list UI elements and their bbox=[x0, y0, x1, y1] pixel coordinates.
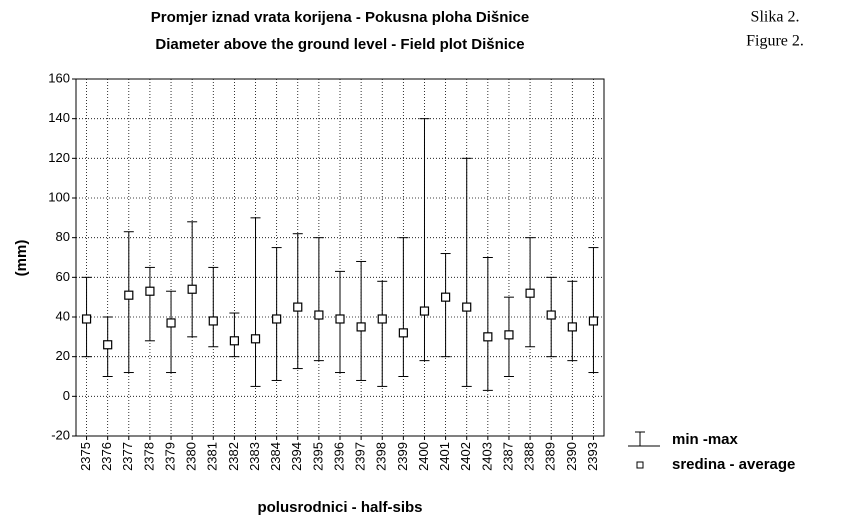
y-tick-label: 140 bbox=[48, 110, 70, 125]
x-tick-label: 2398 bbox=[374, 442, 389, 471]
x-tick-label: 2382 bbox=[226, 442, 241, 471]
mean-marker bbox=[546, 310, 556, 320]
mean-marker bbox=[187, 284, 197, 294]
mean-marker bbox=[398, 328, 408, 338]
mean-marker bbox=[356, 322, 366, 332]
x-tick-label: 2379 bbox=[162, 442, 177, 471]
x-tick-label: 2394 bbox=[289, 442, 304, 471]
mean-marker bbox=[335, 314, 345, 324]
mean-marker bbox=[567, 322, 577, 332]
x-tick-label: 2401 bbox=[437, 442, 452, 471]
x-tick-label: 2395 bbox=[310, 442, 325, 471]
mean-marker bbox=[293, 302, 303, 312]
y-tick-label: 40 bbox=[56, 308, 70, 323]
x-tick-label: 2396 bbox=[331, 442, 346, 471]
figure-label: Slika 2. bbox=[751, 9, 800, 26]
x-tick-label: 2383 bbox=[247, 442, 262, 471]
x-tick-label: 2380 bbox=[184, 442, 199, 471]
mean-marker bbox=[208, 316, 218, 326]
y-tick-label: 80 bbox=[56, 229, 70, 244]
mean-marker bbox=[377, 314, 387, 324]
x-tick-label: 2375 bbox=[78, 442, 93, 471]
mean-marker bbox=[272, 314, 282, 324]
legend-marker bbox=[636, 461, 644, 469]
mean-marker bbox=[314, 310, 324, 320]
mean-marker bbox=[250, 334, 261, 344]
figure-label: Figure 2. bbox=[746, 33, 804, 50]
y-axis-label: (mm) bbox=[13, 240, 30, 277]
y-tick-label: 100 bbox=[48, 189, 70, 204]
y-tick-label: 20 bbox=[56, 348, 70, 363]
x-tick-label: 2390 bbox=[564, 442, 579, 471]
y-tick-label: 60 bbox=[56, 269, 70, 284]
y-tick-label: 120 bbox=[48, 150, 70, 165]
mean-marker bbox=[504, 330, 514, 340]
y-tick-label: 160 bbox=[48, 70, 70, 85]
y-tick-label: -20 bbox=[51, 427, 70, 442]
chart-title: Promjer iznad vrata korijena - Pokusna p… bbox=[151, 9, 529, 26]
y-tick-label: 0 bbox=[63, 388, 70, 403]
mean-marker bbox=[81, 314, 92, 324]
x-tick-label: 2400 bbox=[416, 442, 431, 471]
x-tick-label: 2402 bbox=[458, 442, 473, 471]
mean-marker bbox=[103, 340, 113, 350]
x-tick-label: 2378 bbox=[141, 442, 156, 471]
x-axis-label: polusrodnici - half-sibs bbox=[257, 499, 422, 516]
x-tick-label: 2397 bbox=[353, 442, 368, 471]
mean-marker bbox=[166, 318, 176, 328]
x-tick-label: 2399 bbox=[395, 442, 410, 471]
x-tick-label: 2388 bbox=[522, 442, 537, 471]
mean-marker bbox=[462, 302, 472, 312]
x-tick-label: 2403 bbox=[479, 442, 494, 471]
x-tick-label: 2376 bbox=[99, 442, 114, 471]
mean-marker bbox=[588, 316, 599, 326]
legend-label: min -max bbox=[672, 431, 739, 448]
x-tick-label: 2387 bbox=[500, 442, 515, 471]
x-tick-label: 2384 bbox=[268, 442, 283, 471]
x-tick-label: 2389 bbox=[543, 442, 558, 471]
x-tick-label: 2377 bbox=[120, 442, 135, 471]
x-tick-label: 2381 bbox=[205, 442, 220, 471]
x-tick-label: 2393 bbox=[585, 442, 600, 471]
mean-marker bbox=[229, 336, 239, 346]
legend-label: sredina - average bbox=[672, 456, 795, 473]
mean-marker bbox=[145, 286, 155, 296]
mean-marker bbox=[419, 306, 430, 316]
mean-marker bbox=[483, 332, 493, 342]
mean-marker bbox=[124, 290, 134, 300]
mean-marker bbox=[525, 288, 535, 298]
chart-subtitle: Diameter above the ground level - Field … bbox=[155, 36, 524, 53]
mean-marker bbox=[441, 292, 451, 302]
